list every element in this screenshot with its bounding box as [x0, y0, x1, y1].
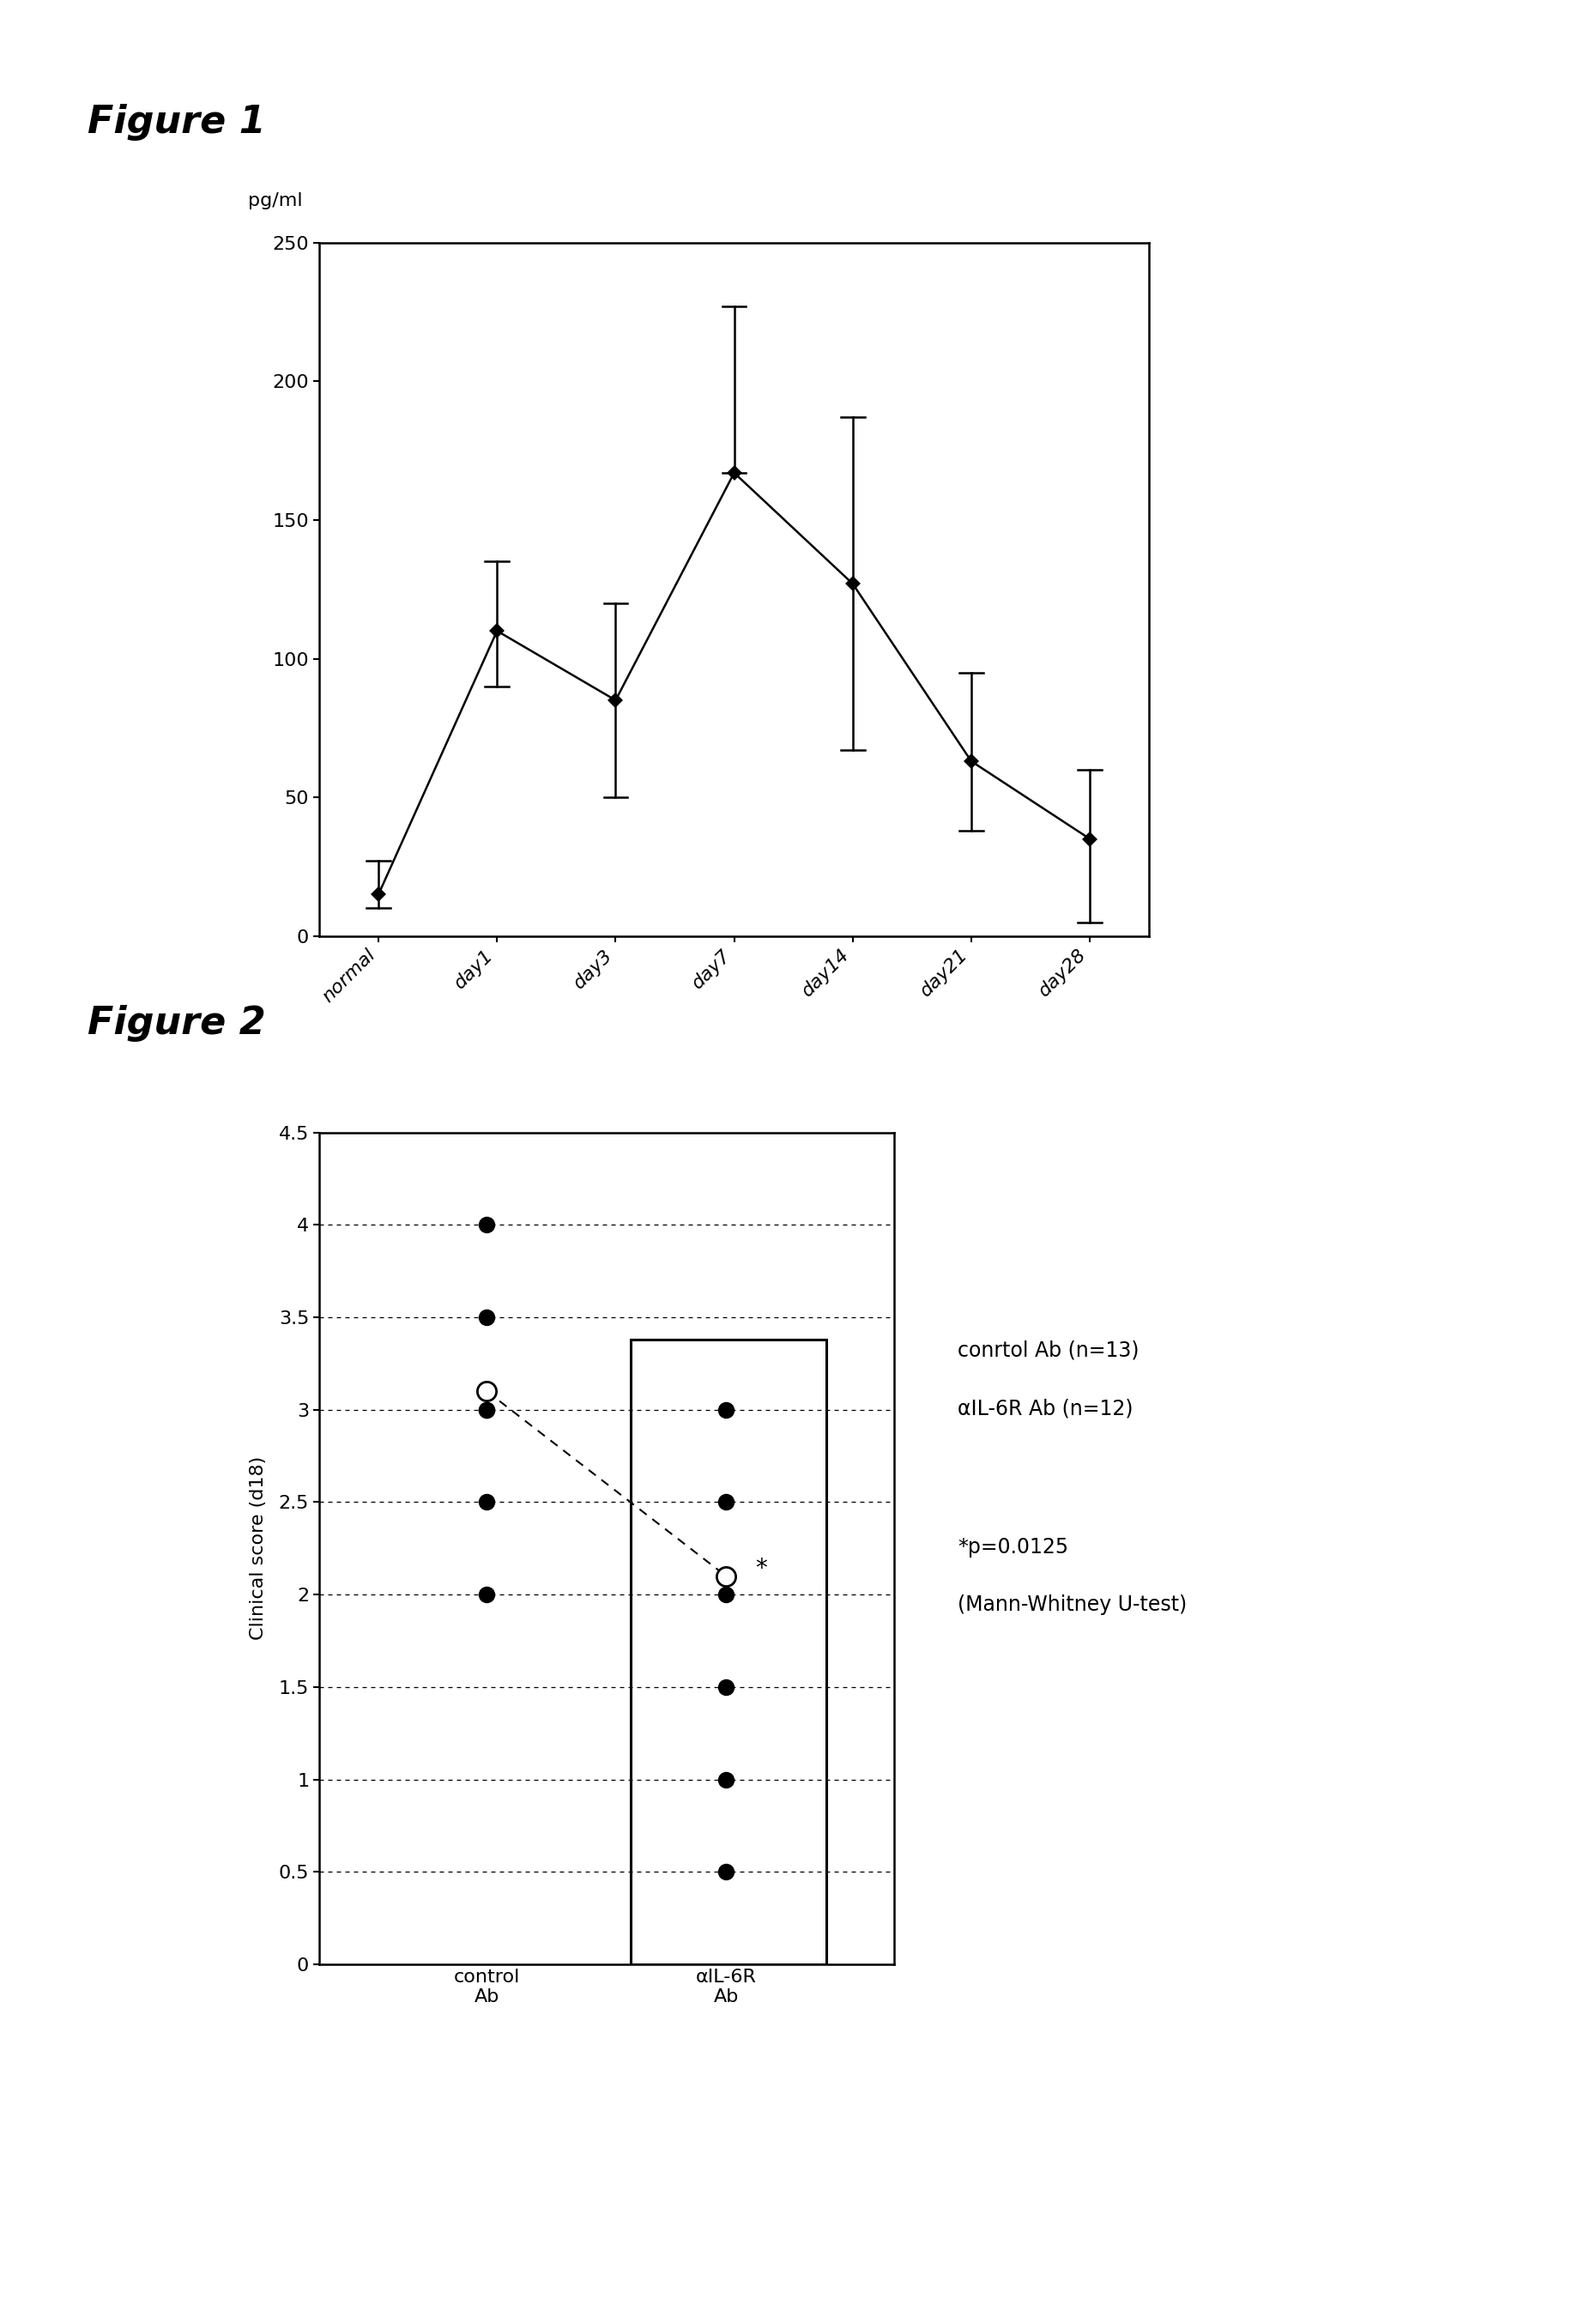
Y-axis label: Clinical score (d18): Clinical score (d18): [249, 1456, 267, 1641]
Text: Figure 1: Figure 1: [88, 104, 267, 141]
Text: (Mann-Whitney U-test): (Mann-Whitney U-test): [958, 1595, 1187, 1615]
Text: pg/ml: pg/ml: [247, 192, 303, 210]
Text: Figure 2: Figure 2: [88, 1005, 267, 1042]
Bar: [630, 1340, 827, 1964]
Text: αIL-6R Ab (n=12): αIL-6R Ab (n=12): [958, 1398, 1133, 1419]
Text: *p=0.0125: *p=0.0125: [958, 1537, 1068, 1558]
Text: *: *: [755, 1558, 766, 1581]
Text: conrtol Ab (n=13): conrtol Ab (n=13): [958, 1340, 1140, 1361]
